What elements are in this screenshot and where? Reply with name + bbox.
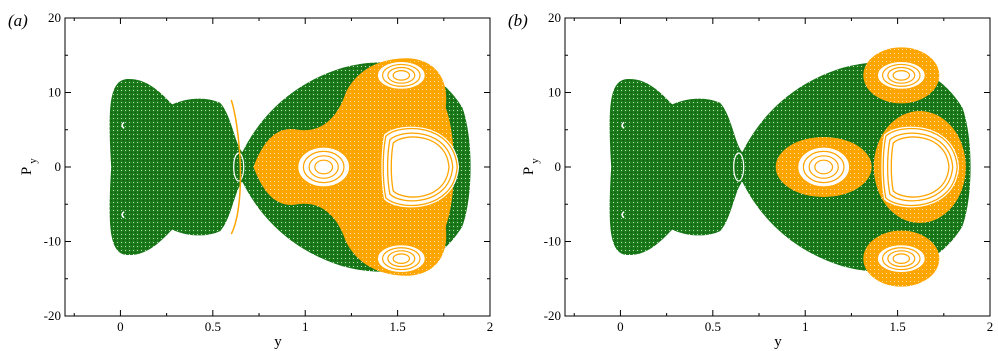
y-axis-title-main-b: P [521,167,537,175]
x-tick-label: 1.5 [389,319,405,334]
neck-orange-a [230,99,242,235]
island-center-ring-b [882,127,958,207]
island-center-ring-b [886,132,954,202]
island-left-a [297,147,350,187]
y-tick-label: -10 [544,234,561,249]
x-tick-label: 1 [802,319,809,334]
x-tick-label: 0 [117,319,124,334]
island-bottom-ring-a [381,247,421,271]
panel-label-b: (b) [508,11,528,30]
island-top-ring-b [876,60,926,90]
y-ticks-b: -20 -10 0 10 20 [544,10,990,323]
island-top-ring-b [887,66,916,84]
points-layer-b [609,47,971,287]
island-top-a [377,61,426,90]
y-ticks-a: -20 -10 0 10 20 [44,10,490,323]
x-axis-title-a: y [274,334,282,350]
y-axis-title-a: P y [19,158,39,175]
x-axis-title-b: y [774,334,782,350]
sticky-region-a [253,58,454,276]
y-axis-title-main-a: P [19,167,35,175]
island-left-ring-a [302,150,345,184]
x-tick-label: 0 [617,319,624,334]
x-tick-label: 1 [302,319,309,334]
points-layer-a [109,58,471,276]
x-tick-label: 2 [987,319,994,334]
x-tick-label: 0.5 [705,319,721,334]
island-left-ring-a [297,146,351,188]
x-tick-label: 0.5 [205,319,221,334]
island-top-ring-a [387,66,416,84]
island-left-ring-a [308,155,339,179]
island-bottom-a [377,244,426,273]
gap-arc-lower-a [121,211,125,219]
island-center-ring-a [390,136,450,198]
island-left-ring-b [802,150,845,184]
gap-arc-lower-b [621,211,625,219]
y-tick-label: 0 [55,159,62,174]
island-center-ring-a [386,132,454,202]
y-tick-label: 10 [48,85,61,100]
x-tick-label: 2 [487,319,494,334]
island-bottom-ring-a [387,250,416,268]
gap-arc-upper-b [621,121,625,129]
island-bottom-b [877,244,926,273]
island-left-ring-b [808,155,839,179]
y-tick-label: 10 [548,85,561,100]
y-axis-title-b: P y [521,158,541,175]
island-left-b [797,147,850,187]
island-top-ring-a [392,70,411,81]
island-bottom-ring-b [892,253,911,264]
panel-label-a: (a) [8,11,28,30]
island-left-ring-b [797,146,851,188]
y-tick-label: -20 [544,308,561,323]
island-center-ring-b [890,136,950,198]
x-ticks-b: 0 0.5 1 1.5 2 [573,18,994,334]
y-axis-title-sub-b: y [529,158,541,164]
y-tick-label: -20 [44,308,61,323]
island-top-ring-b [881,63,921,87]
neck-curve-a [233,152,245,182]
island-center-ring-a [382,127,458,207]
y-tick-label: 20 [548,10,561,25]
island-bottom-ring-a [376,244,426,274]
y-tick-label: -10 [44,234,61,249]
island-top-ring-a [376,60,426,90]
x-ticks-a: 0 0.5 1 1.5 2 [73,18,494,334]
y-tick-label: 20 [48,10,61,25]
island-top-ring-a [381,63,421,87]
island-bottom-ring-b [881,247,921,271]
y-axis-title-sub-a: y [27,158,39,164]
island-top-ring-b [892,70,911,81]
panel-a: (a) 0 0.5 1 1.5 2 -20 -10 0 10 20 y P y [8,10,493,350]
y-tick-label: 0 [555,159,562,174]
island-bottom-ring-b [876,244,926,274]
neck-curve-b [733,152,745,182]
island-bottom-ring-a [392,253,411,264]
island-bottom-ring-b [887,250,916,268]
x-tick-label: 1.5 [889,319,905,334]
island-top-b [877,61,926,90]
island-left-ring-b [814,159,834,175]
panel-b: (b) 0 0.5 1 1.5 2 -20 -10 0 10 20 y P y [508,10,993,350]
gap-arc-upper-a [121,121,125,129]
island-left-ring-a [314,159,334,175]
